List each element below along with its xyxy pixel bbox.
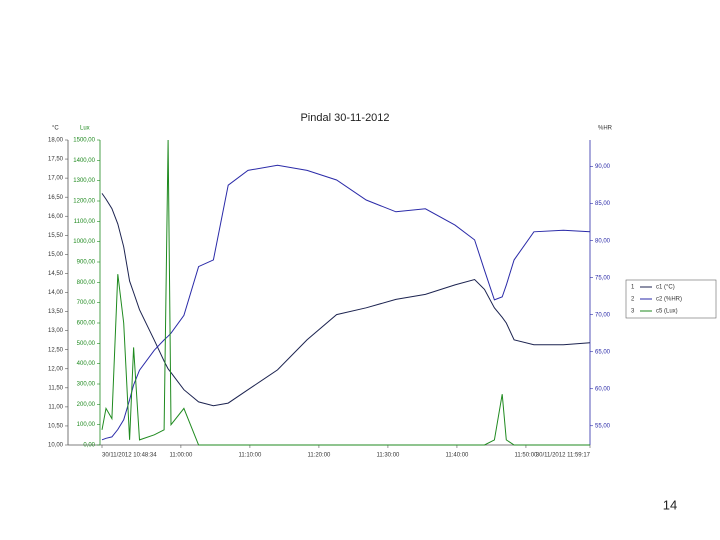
series-line <box>101 139 590 446</box>
series-line <box>101 193 591 407</box>
x-tick-label: 11:00:00 <box>169 453 193 459</box>
y-tick-label: 18,00 <box>48 138 64 144</box>
y-tick-label: 14,00 <box>48 290 64 296</box>
y2-tick-label: 70,00 <box>595 312 611 318</box>
y-axis-label: °C <box>52 126 59 132</box>
y-tick-label: 17,00 <box>48 176 64 182</box>
y3-tick-label: 900,00 <box>77 260 96 266</box>
y-tick-label: 16,00 <box>48 214 64 220</box>
legend-label: c2 (%HR) <box>656 297 682 303</box>
y-tick-label: 17,50 <box>48 157 64 163</box>
y-tick-label: 16,50 <box>48 195 64 201</box>
y3-tick-label: 0,00 <box>83 443 95 449</box>
y2-tick-label: 80,00 <box>595 238 611 244</box>
y-tick-label: 12,00 <box>48 366 64 372</box>
y2-tick-label: 55,00 <box>595 423 611 429</box>
y3-tick-label: 1000,00 <box>73 239 95 245</box>
chart-title: Pindal 30-11-2012 <box>300 112 389 124</box>
legend-id: 3 <box>631 309 635 315</box>
series-line <box>101 164 591 441</box>
y3-tick-label: 1200,00 <box>73 199 95 205</box>
y2-tick-label: 75,00 <box>595 275 611 281</box>
y2-axis-label: %HR <box>598 126 613 132</box>
x-tick-label: 30/11/2012 10:48:34 <box>102 453 157 459</box>
x-tick-label: 11:30:00 <box>376 453 400 459</box>
y3-tick-label: 700,00 <box>77 300 96 306</box>
y3-tick-label: 1300,00 <box>73 178 95 184</box>
y-tick-label: 10,00 <box>48 443 64 449</box>
y-tick-label: 15,50 <box>48 233 64 239</box>
y-tick-label: 10,50 <box>48 424 64 430</box>
y-tick-label: 13,50 <box>48 309 64 315</box>
y3-tick-label: 1100,00 <box>74 219 96 225</box>
y3-tick-label: 100,00 <box>77 422 96 428</box>
y-tick-label: 13,00 <box>48 328 64 334</box>
y-tick-label: 15,00 <box>48 252 64 258</box>
y-tick-label: 11,00 <box>48 404 63 410</box>
y3-tick-label: 500,00 <box>77 341 96 347</box>
y2-tick-label: 85,00 <box>595 201 611 207</box>
y2-tick-label: 60,00 <box>595 386 611 392</box>
y3-tick-label: 1400,00 <box>73 158 95 164</box>
y3-tick-label: 1500,00 <box>73 138 95 144</box>
x-tick-label: 30/11/2012 11:59:17 <box>536 453 591 459</box>
y2-tick-label: 65,00 <box>595 349 611 355</box>
legend-id: 2 <box>631 297 635 303</box>
y3-axis-label: Lux <box>80 126 90 132</box>
y3-tick-label: 200,00 <box>77 402 96 408</box>
x-tick-label: 11:20:00 <box>307 453 331 459</box>
x-tick-label: 11:50:00 <box>514 453 538 459</box>
y2-tick-label: 90,00 <box>595 164 611 170</box>
y-tick-label: 11,50 <box>48 385 63 391</box>
y3-tick-label: 300,00 <box>77 382 96 388</box>
x-tick-label: 11:40:00 <box>445 453 469 459</box>
y-tick-label: 14,50 <box>48 271 64 277</box>
x-tick-label: 11:10:00 <box>238 453 262 459</box>
legend-label: c1 (°C) <box>656 285 675 291</box>
page-number: 14 <box>663 497 677 512</box>
y3-tick-label: 400,00 <box>77 361 96 367</box>
y-tick-label: 12,50 <box>48 347 64 353</box>
legend-label: c5 (Lux) <box>656 309 678 315</box>
y3-tick-label: 800,00 <box>77 280 96 286</box>
legend-id: 1 <box>631 285 635 291</box>
y3-tick-label: 600,00 <box>77 321 96 327</box>
